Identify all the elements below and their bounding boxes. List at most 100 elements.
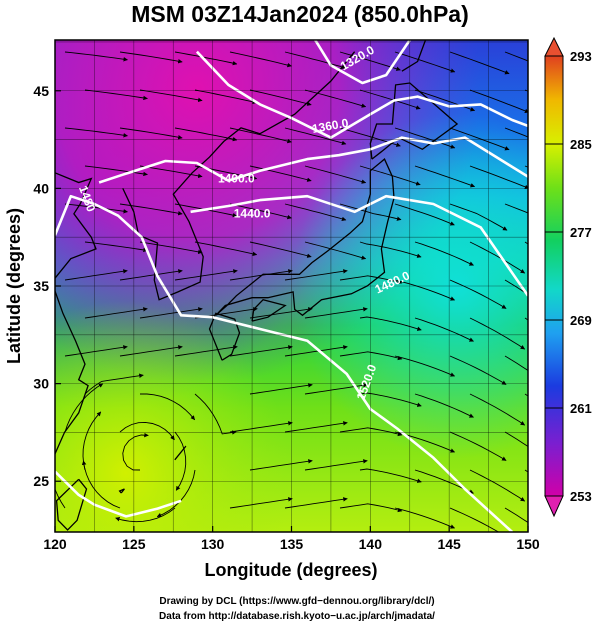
y-tick-label: 30 <box>33 376 49 392</box>
coastline <box>251 298 287 322</box>
streamline <box>414 393 474 418</box>
streamline <box>84 373 144 395</box>
contour-line <box>314 40 411 85</box>
streamline <box>504 51 528 62</box>
streamline <box>394 127 456 149</box>
streamline <box>504 203 528 214</box>
streamline <box>394 279 456 301</box>
colorbar-tick-label: 285 <box>570 137 592 152</box>
streamline <box>84 241 148 253</box>
wind-streamlines <box>55 51 528 532</box>
streamline <box>64 203 128 214</box>
streamline <box>249 241 312 258</box>
y-tick-label: 35 <box>33 278 49 294</box>
streamline <box>414 89 476 112</box>
streamline <box>394 507 456 529</box>
streamline <box>284 127 347 146</box>
contour-line <box>98 136 528 184</box>
colorbar-tick-label: 253 <box>570 489 592 504</box>
y-tick-label: 40 <box>33 180 49 196</box>
streamline <box>284 269 348 281</box>
streamline <box>504 279 528 295</box>
streamline <box>139 307 203 319</box>
streamline <box>284 421 348 433</box>
contour-line <box>195 50 528 139</box>
y-tick-label: 25 <box>33 473 49 489</box>
streamline <box>119 421 175 441</box>
streamline <box>414 317 474 342</box>
streamline <box>81 460 121 509</box>
colorbar-ticks: 293 285 277 269 261 253 <box>545 49 592 504</box>
streamline <box>339 503 403 513</box>
streamline <box>249 307 313 319</box>
streamline <box>449 203 508 231</box>
streamline <box>504 127 528 138</box>
contour-label: 1400.0 <box>218 172 255 186</box>
streamline <box>284 345 348 357</box>
colorbar: 293 285 277 269 261 253 <box>544 36 592 518</box>
streamline <box>449 279 507 309</box>
streamline <box>229 345 293 357</box>
y-axis-label: Latitude (degrees) <box>4 208 24 364</box>
streamline <box>84 307 148 319</box>
y-axis-ticks: 25 30 35 40 45 <box>33 83 61 489</box>
colorbar-tick-label: 269 <box>570 313 592 328</box>
x-tick-label: 125 <box>122 536 146 552</box>
height-contours <box>55 40 528 532</box>
streamline <box>449 507 500 532</box>
streamline <box>304 89 367 108</box>
streamline <box>249 459 313 471</box>
streamline <box>469 393 526 426</box>
streamline <box>449 51 510 75</box>
contour-label: 1440.0 <box>234 207 271 221</box>
colorbar-tick-label: 293 <box>570 49 592 64</box>
colorbar-tick-label: 261 <box>570 401 592 416</box>
streamline <box>339 275 403 285</box>
streamline <box>139 89 203 103</box>
x-axis-ticks: 120 125 130 135 140 145 150 <box>43 526 540 552</box>
contour-line <box>55 194 514 532</box>
streamline <box>284 51 347 70</box>
streamline <box>156 469 196 518</box>
x-axis-label: Longitude (degrees) <box>204 560 377 580</box>
lat-lon-grid <box>55 40 528 532</box>
streamline <box>414 241 474 266</box>
coastline <box>55 478 88 531</box>
streamline <box>174 345 238 357</box>
streamline <box>174 51 238 66</box>
streamline <box>139 165 203 179</box>
streamline <box>55 487 66 509</box>
map-title: MSM 03Z14Jan2024 (850.0hPa) <box>131 1 469 27</box>
streamline <box>194 89 258 105</box>
streamline <box>174 127 238 142</box>
streamline <box>284 497 348 509</box>
streamline <box>469 165 528 189</box>
y-tick-label: 45 <box>33 83 49 99</box>
coastline <box>208 312 241 361</box>
streamline <box>394 51 456 73</box>
streamline <box>249 165 312 182</box>
x-tick-label: 145 <box>437 536 461 552</box>
colorbar-min-arrow <box>544 495 564 518</box>
streamline <box>115 507 176 523</box>
streamline <box>64 51 128 62</box>
streamline <box>119 51 183 64</box>
streamline <box>469 469 526 502</box>
streamline <box>194 393 237 435</box>
streamline <box>469 241 526 274</box>
streamline <box>64 345 128 357</box>
colorbar-max-arrow <box>544 36 564 57</box>
streamline <box>469 89 528 113</box>
coastline <box>401 40 427 72</box>
drawing-credit: Drawing by DCL (https://www.gfd−dennou.o… <box>159 596 434 607</box>
streamline <box>504 355 528 371</box>
streamline <box>339 351 403 361</box>
x-tick-label: 135 <box>280 536 304 552</box>
streamline <box>449 431 507 461</box>
streamline <box>504 507 528 523</box>
streamline <box>284 203 347 222</box>
streamline <box>119 269 183 281</box>
streamline <box>64 127 128 138</box>
streamline <box>304 241 367 260</box>
